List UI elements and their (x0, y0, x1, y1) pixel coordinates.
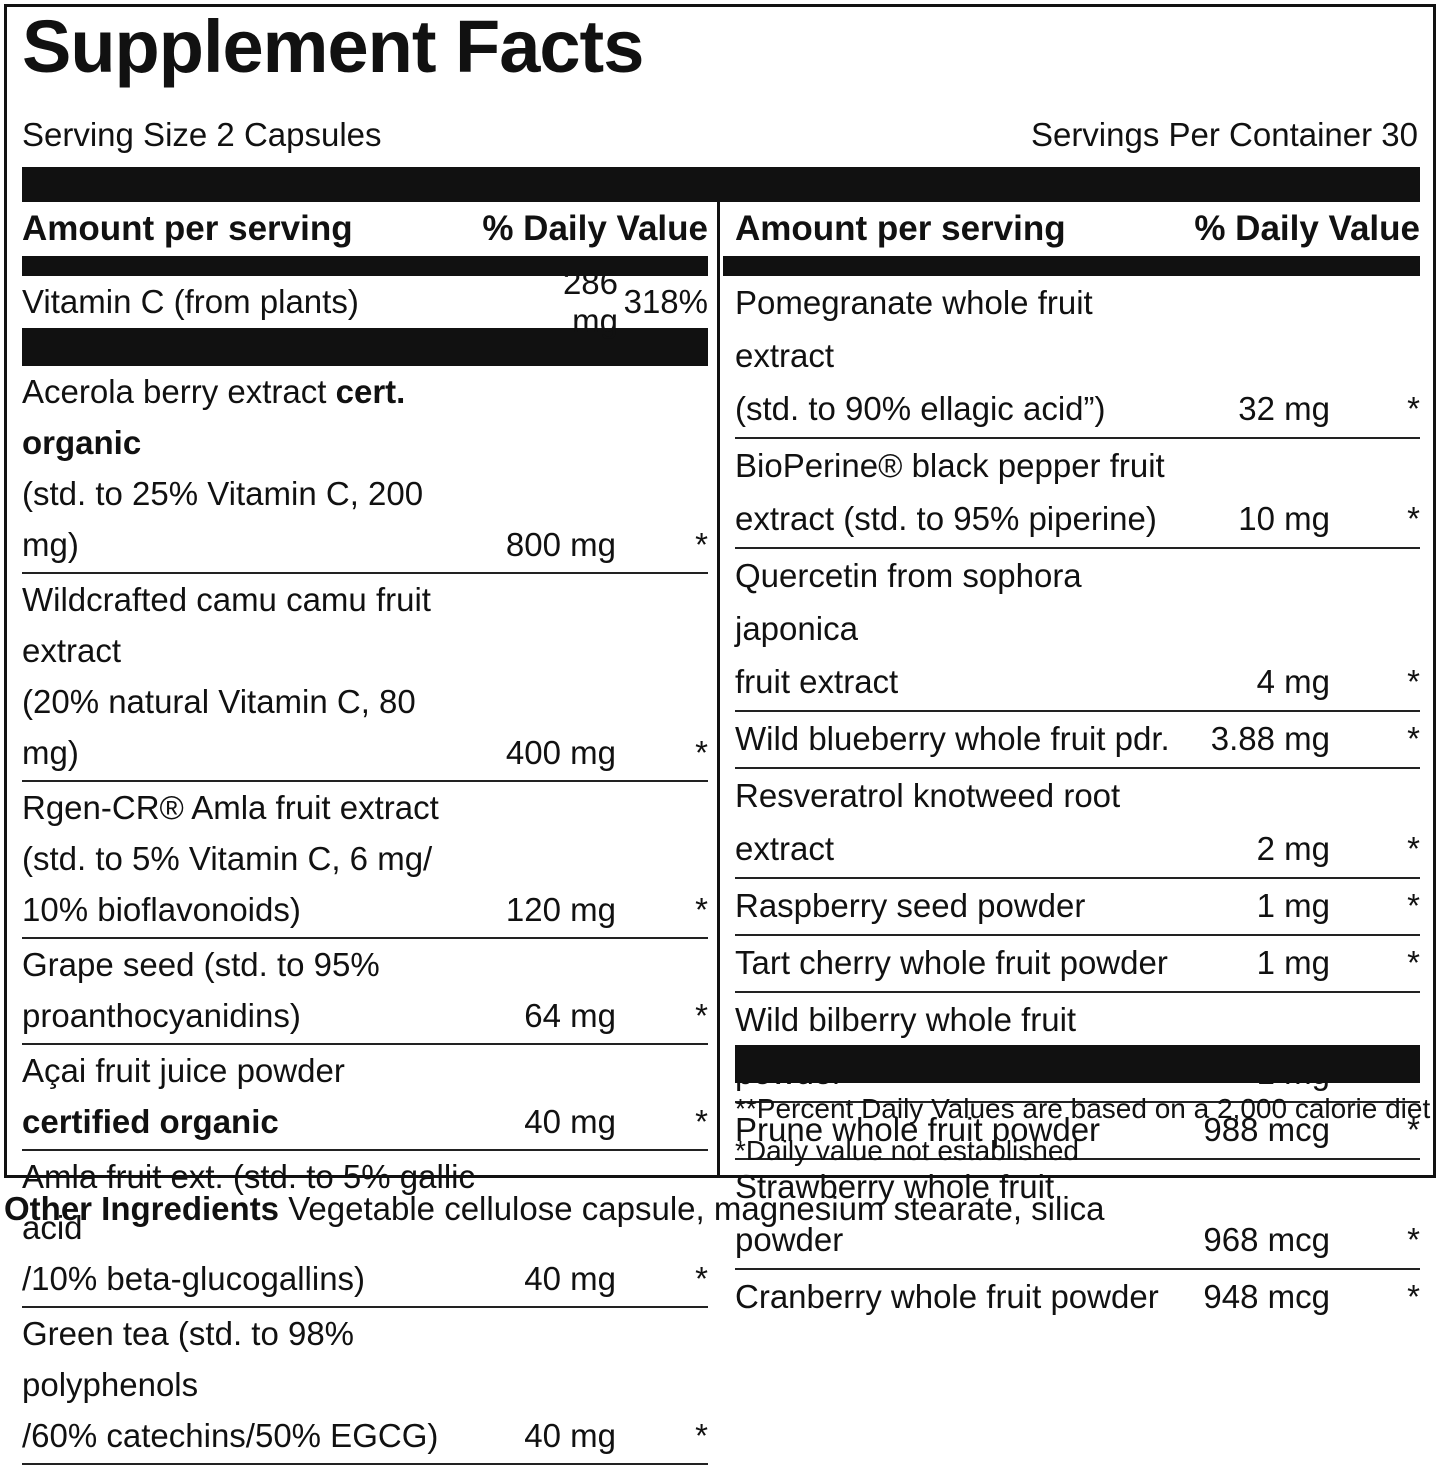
right-header-bar (723, 256, 1420, 276)
vitamin-c-dv: 318% (623, 283, 708, 320)
left-header-dv: % Daily Value (482, 209, 708, 248)
footnote-daily-values: **Percent Daily Values are based on a 2,… (735, 1093, 1431, 1124)
other-ingredients: Other Ingredients Vegetable cellulose ca… (4, 1192, 1105, 1225)
bottom-thick-divider (735, 1045, 1420, 1083)
table-row: Raspberry seed powder 1 mg * (735, 879, 1420, 936)
table-row: Rgen-CR® Amla fruit extract (std. to 5% V… (22, 782, 708, 939)
footnotes: **Percent Daily Values are based on a 2,… (735, 1088, 1430, 1172)
vitamin-c-name: Vitamin C (from plants) (22, 283, 359, 320)
supplement-facts-panel (4, 4, 1436, 1178)
label-title: Supplement Facts (22, 5, 644, 88)
left-column: Amount per serving % Daily Value Vitamin… (22, 202, 708, 1465)
table-row: Prune whole fruit powder 988 mcg * (735, 1103, 1420, 1160)
vitamin-c-row: Vitamin C (from plants) 286 mg 318% (22, 264, 708, 339)
table-row: Acerola berry extract cert. organic (std.… (22, 366, 708, 574)
right-header-amount: Amount per serving (735, 209, 1066, 248)
vitamin-c-amount: 286 mg (562, 264, 618, 339)
vitamin-c-bar (22, 328, 708, 366)
table-row: Tart cherry whole fruit powder 1 mg * (735, 936, 1420, 993)
servings-per-container: Servings Per Container 30 (1030, 116, 1418, 153)
table-row: Green tea (std. to 98% polyphenols/60% c… (22, 1308, 708, 1465)
table-row: Amla fruit ext. (std. to 5% gallic acid /… (22, 1151, 708, 1308)
table-row: Wild blueberry whole fruit pdr. 3.88 mg … (735, 712, 1420, 769)
left-header: Amount per serving % Daily Value (22, 202, 708, 256)
table-row: BioPerine® black pepper fruit extract (st… (735, 439, 1420, 549)
serving-size: Serving Size 2 Capsules (22, 116, 382, 153)
column-divider (717, 202, 720, 1176)
right-header: Amount per serving % Daily Value (735, 202, 1420, 256)
right-header-dv: % Daily Value (1194, 209, 1420, 248)
top-thick-divider (22, 167, 1420, 202)
table-row: Wildcrafted camu camu fruit extract (20% … (22, 574, 708, 782)
table-row: Grape seed (std. to 95% proanthocyanidins… (22, 939, 708, 1045)
table-row: Cranberry whole fruit powder 948 mcg * (735, 1278, 1420, 1315)
table-row: Resveratrol knotweed root extract 2 mg * (735, 769, 1420, 879)
other-ingredients-label: Other Ingredients (4, 1190, 280, 1227)
table-row: Açai fruit juice powder certified organic… (22, 1045, 708, 1151)
footnote-not-established: *Daily value not established (735, 1135, 1079, 1166)
left-header-bar (22, 256, 708, 276)
left-header-amount: Amount per serving (22, 209, 353, 248)
table-row: Quercetin from sophora japonica fruit ext… (735, 549, 1420, 712)
table-row: Pomegranate whole fruit extract (std. to … (735, 276, 1420, 439)
other-ingredients-text: Vegetable cellulose capsule, magnesium s… (279, 1190, 1105, 1227)
